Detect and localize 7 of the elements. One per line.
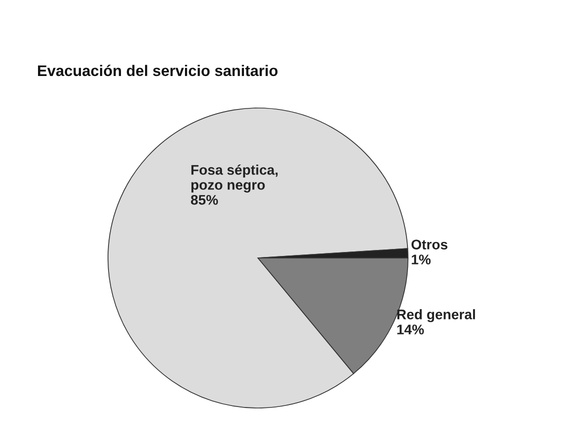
slice-label: Otros [411,240,448,250]
slice-label: Red general [397,309,475,322]
chart-title: Evacuación del servicio sanitario [38,64,278,76]
slice-label: Fosa séptica, pozo negro [191,164,278,193]
data-label: 85% [190,194,218,205]
data-label: 1% [412,254,431,264]
data-label: 14% [397,324,424,334]
